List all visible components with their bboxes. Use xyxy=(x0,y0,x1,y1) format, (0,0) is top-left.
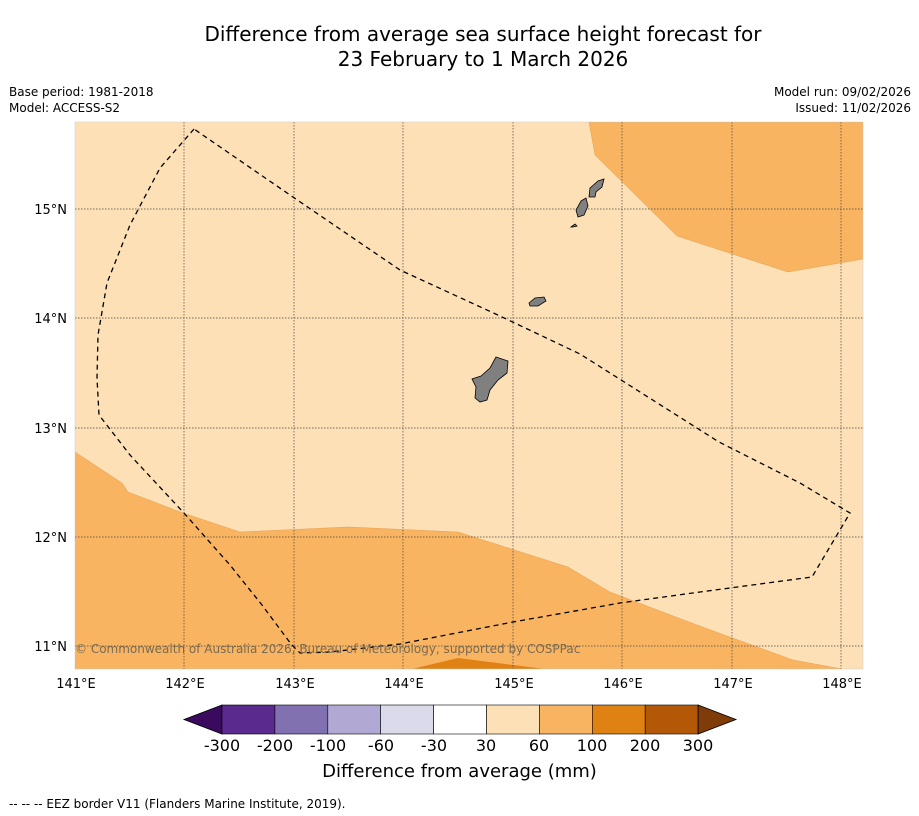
colorbar-tick-label: 60 xyxy=(529,736,549,755)
colorbar-tick-label: -200 xyxy=(257,736,293,755)
colorbar-segment xyxy=(221,704,276,735)
lon-label: 144°E xyxy=(384,677,424,692)
colorbar-extend-min xyxy=(182,704,223,735)
colorbar-tick-label: 100 xyxy=(577,736,608,755)
tinian-island xyxy=(575,197,589,218)
lat-label: 12°N xyxy=(34,531,67,546)
eez-border xyxy=(96,128,851,654)
colorbar-tick-label: 30 xyxy=(476,736,496,755)
colorbar-segment xyxy=(539,704,593,735)
lon-label: 142°E xyxy=(165,677,205,692)
colorbar-tick-label: -100 xyxy=(310,736,346,755)
colorbar-segment xyxy=(274,704,329,735)
model-name: Model: ACCESS-S2 xyxy=(9,101,121,115)
title-line-2: 23 February to 1 March 2026 xyxy=(337,47,629,71)
colorbar-tick-label: -300 xyxy=(204,736,240,755)
guam-island xyxy=(471,356,509,403)
rota-island xyxy=(528,296,547,307)
lat-label: 11°N xyxy=(34,640,67,655)
colorbar-tick-label: 200 xyxy=(630,736,661,755)
lat-label: 15°N xyxy=(34,203,67,218)
colorbar-segment xyxy=(380,704,434,735)
longitude-labels: 141°E 142°E 143°E 144°E 145°E 146°E 147°… xyxy=(56,677,862,692)
lon-label: 145°E xyxy=(494,677,534,692)
footer-note: -- -- -- EEZ border V11 (Flanders Marine… xyxy=(9,797,346,811)
model-run: Model run: 09/02/2026 xyxy=(773,85,911,99)
lon-label: 141°E xyxy=(56,677,96,692)
land-masses xyxy=(471,178,605,403)
map-frame xyxy=(74,121,864,670)
colorbar-tick-label: 300 xyxy=(683,736,714,755)
aguijan-island xyxy=(569,223,578,228)
lon-label: 146°E xyxy=(603,677,643,692)
anomaly-band-60-100-northeast xyxy=(588,122,863,273)
latitude-labels: 15°N 14°N 13°N 12°N 11°N xyxy=(34,203,67,655)
saipan-island xyxy=(588,178,605,198)
colorbar-segment xyxy=(327,704,381,735)
colorbar-segment xyxy=(433,704,487,735)
colorbar-tick-label: -30 xyxy=(421,736,447,755)
graticule xyxy=(75,122,863,669)
colorbar-segment xyxy=(486,704,540,735)
lat-label: 13°N xyxy=(34,422,67,437)
colorbar-title: Difference from average (mm) xyxy=(322,761,597,782)
title-line-1: Difference from average sea surface heig… xyxy=(204,22,762,46)
map-area xyxy=(75,122,863,669)
colorbar-tick-label: -60 xyxy=(368,736,394,755)
colorbar-extend-max xyxy=(697,704,738,735)
chart-title: Difference from average sea surface heig… xyxy=(0,22,919,72)
copyright-text: © Commonwealth of Australia 2026, Bureau… xyxy=(75,642,580,656)
lon-label: 143°E xyxy=(275,677,315,692)
colorbar-labels: -300 -200 -100 -60 -30 30 60 100 200 300 xyxy=(204,736,713,755)
meta-left: Base period: 1981-2018 Model: ACCESS-S2 xyxy=(9,84,154,116)
colorbar-segment xyxy=(591,704,646,735)
anomaly-band-100-200 xyxy=(412,658,545,669)
base-period: Base period: 1981-2018 xyxy=(9,85,154,99)
lon-label: 147°E xyxy=(713,677,753,692)
colorbar xyxy=(182,704,738,735)
colorbar-segment xyxy=(644,704,699,735)
lat-label: 14°N xyxy=(34,312,67,327)
lon-label: 148°E xyxy=(822,677,862,692)
issued-date: Issued: 11/02/2026 xyxy=(795,101,911,115)
meta-right: Model run: 09/02/2026 Issued: 11/02/2026 xyxy=(774,84,911,116)
